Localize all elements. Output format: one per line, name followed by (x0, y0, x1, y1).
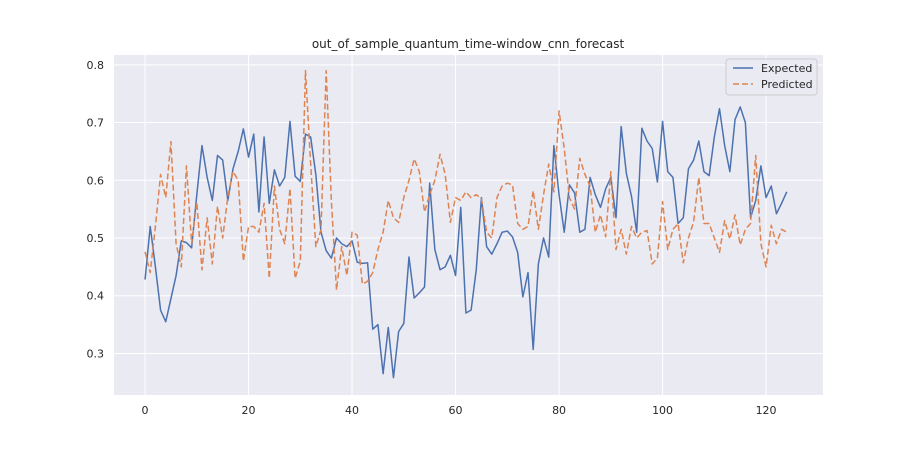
y-tick-label: 0.6 (87, 174, 105, 187)
y-tick-label: 0.5 (87, 232, 105, 245)
y-tick-labels: 0.3 0.4 0.5 0.6 0.7 0.8 (87, 59, 105, 361)
y-tick-label: 0.3 (87, 347, 105, 360)
x-tick-labels: 0 20 40 60 80 100 120 (142, 404, 777, 417)
x-tick-label: 120 (756, 404, 777, 417)
grid-lines (114, 55, 823, 395)
x-tick-label: 80 (552, 404, 566, 417)
series-lines (144, 69, 788, 379)
x-tick-label: 100 (652, 404, 673, 417)
series-line-predicted (144, 69, 788, 291)
x-tick-label: 40 (345, 404, 359, 417)
series-line-expected (144, 106, 788, 379)
plot-background (114, 55, 823, 395)
x-tick-label: 20 (242, 404, 256, 417)
legend: Expected Predicted (725, 58, 818, 96)
y-tick-label: 0.7 (87, 117, 105, 130)
y-tick-label: 0.8 (87, 59, 105, 72)
x-tick-label: 60 (449, 404, 463, 417)
legend-label-predicted: Predicted (761, 78, 813, 91)
chart-title: out_of_sample_quantum_time-window_cnn_fo… (312, 37, 625, 51)
legend-label-expected: Expected (761, 62, 812, 75)
x-tick-label: 0 (142, 404, 149, 417)
y-tick-label: 0.4 (87, 290, 105, 303)
